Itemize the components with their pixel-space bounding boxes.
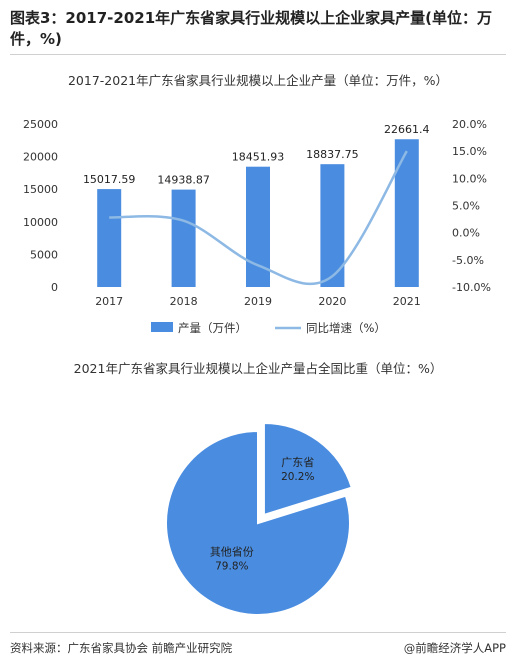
y-left-tick-label: 5000 <box>30 248 58 261</box>
y-right-tick-label: -5.0% <box>452 254 484 267</box>
x-tick-label: 2018 <box>170 295 198 308</box>
pie-chart: 广东省 20.2% 其他省份 79.8% <box>0 405 516 635</box>
x-tick-label: 2021 <box>393 295 421 308</box>
x-tick-label: 2019 <box>244 295 272 308</box>
bar <box>172 190 196 287</box>
legend-line-label: 同比增速（%） <box>306 321 386 335</box>
y-left-tick-label: 10000 <box>23 216 58 229</box>
bar-value-label: 14938.87 <box>157 174 210 187</box>
bar <box>395 139 419 287</box>
footer: 资料来源：广东省家具协会 前瞻产业研究院 @前瞻经济学人APP <box>10 640 506 656</box>
bar-value-label: 18837.75 <box>306 148 359 161</box>
y-left-tick-label: 20000 <box>23 151 58 164</box>
bar <box>97 189 121 287</box>
bar-value-label: 22661.4 <box>384 123 430 136</box>
pie-slice-value: 79.8% <box>215 561 248 573</box>
x-tick-label: 2017 <box>95 295 123 308</box>
legend-bar-label: 产量（万件） <box>178 321 247 335</box>
y-right-tick-label: 20.0% <box>452 118 487 131</box>
y-right-tick-label: -10.0% <box>452 281 491 294</box>
footer-divider <box>10 632 506 633</box>
y-right-tick-label: 15.0% <box>452 145 487 158</box>
pie-slice-name: 广东省 <box>281 456 314 469</box>
combo-chart: 0 5000 10000 15000 20000 25000 -10.0% -5.0% 0.0%… <box>0 112 516 362</box>
bar-chart-title: 2017-2021年广东省家具行业规模以上企业产量（单位：万件，%） <box>60 72 456 89</box>
source-note: 资料来源：广东省家具协会 前瞻产业研究院 <box>10 641 232 655</box>
y-left-tick-label: 15000 <box>23 183 58 196</box>
pie-slice-value: 20.2% <box>281 471 314 483</box>
y-right-tick-label: 0.0% <box>452 227 480 240</box>
brand-credit: @前瞻经济学人APP <box>404 640 506 656</box>
title-divider <box>10 54 506 55</box>
y-left-tick-label: 0 <box>51 281 58 294</box>
legend-bar-swatch <box>151 322 173 332</box>
figure-title: 图表3：2017-2021年广东省家具行业规模以上企业家具产量(单位：万件，%) <box>10 8 506 50</box>
bar-value-label: 18451.93 <box>232 151 285 164</box>
x-tick-label: 2020 <box>318 295 346 308</box>
pie-slice-name: 其他省份 <box>210 546 254 559</box>
y-right-tick-label: 10.0% <box>452 172 487 185</box>
y-right-tick-label: 5.0% <box>452 200 480 213</box>
bar-value-label: 15017.59 <box>83 173 136 186</box>
y-left-tick-label: 25000 <box>23 118 58 131</box>
pie-chart-title: 2021年广东省家具行业规模以上企业产量占全国比重（单位：%） <box>60 360 456 377</box>
